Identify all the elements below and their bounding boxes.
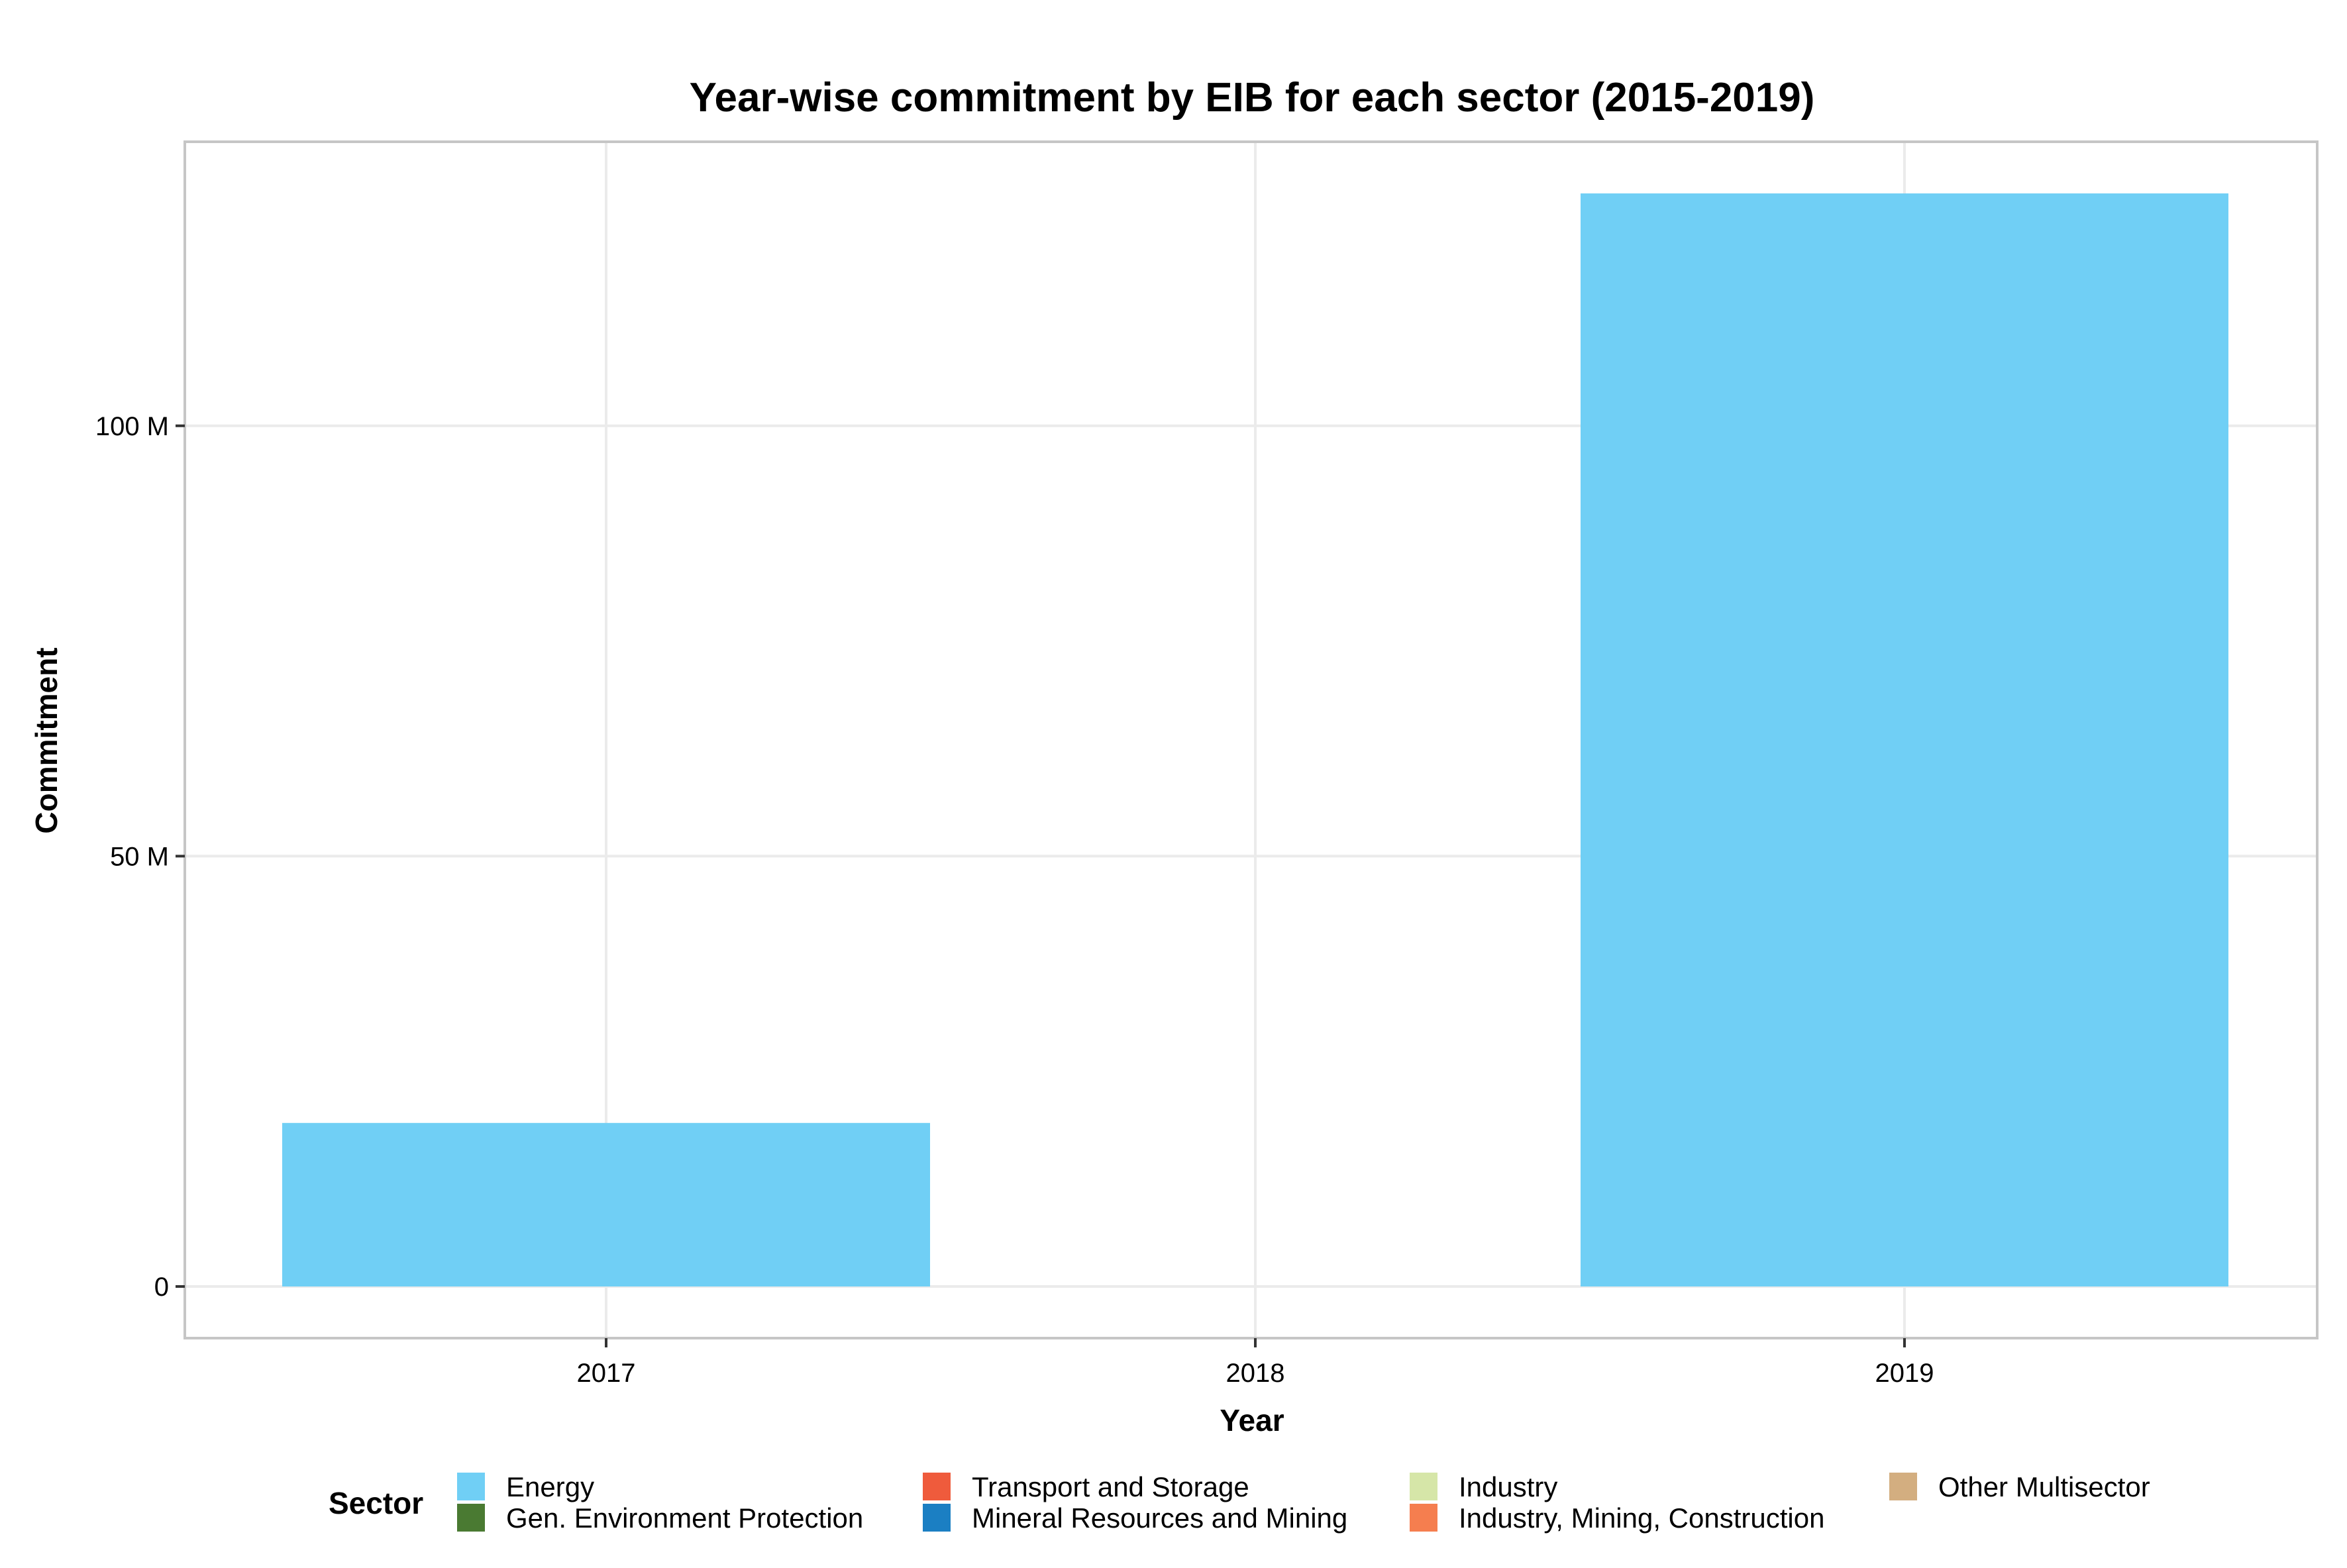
bar-series bbox=[282, 193, 2228, 1287]
legend-swatch bbox=[923, 1473, 951, 1500]
y-tick-label: 100 M bbox=[95, 412, 169, 441]
legend-label: Mineral Resources and Mining bbox=[972, 1502, 1347, 1534]
legend-swatch bbox=[457, 1504, 485, 1532]
legend-swatch bbox=[1410, 1473, 1437, 1500]
legend-swatch bbox=[923, 1504, 951, 1532]
legend-swatch bbox=[1889, 1473, 1917, 1500]
legend-swatch bbox=[1410, 1504, 1437, 1532]
x-axis-title: Year bbox=[1220, 1403, 1284, 1437]
legend-swatch bbox=[457, 1473, 485, 1500]
y-tick-label: 0 bbox=[154, 1273, 169, 1302]
legend-label: Other Multisector bbox=[1938, 1471, 2150, 1502]
legend-label: Transport and Storage bbox=[972, 1471, 1249, 1502]
x-tick-label: 2018 bbox=[1226, 1359, 1285, 1388]
y-axis-title: Commitment bbox=[29, 647, 64, 833]
panel-border bbox=[183, 140, 2319, 1339]
legend-title: Sector bbox=[329, 1486, 423, 1520]
x-axis: 2017 2018 2019 bbox=[577, 1338, 1934, 1388]
legend-label: Industry bbox=[1459, 1471, 1557, 1502]
bar-energy-2017 bbox=[282, 1123, 930, 1287]
y-axis: 0 50 M 100 M bbox=[95, 412, 185, 1302]
bar-energy-2019 bbox=[1581, 193, 2228, 1287]
x-tick-label: 2019 bbox=[1875, 1359, 1934, 1388]
legend-label: Gen. Environment Protection bbox=[506, 1502, 863, 1534]
x-tick-label: 2017 bbox=[577, 1359, 636, 1388]
legend-label: Industry, Mining, Construction bbox=[1459, 1502, 1824, 1534]
chart-title: Year-wise commitment by EIB for each sec… bbox=[690, 75, 1815, 121]
y-tick-label: 50 M bbox=[110, 842, 169, 871]
legend-label: Energy bbox=[506, 1471, 594, 1502]
